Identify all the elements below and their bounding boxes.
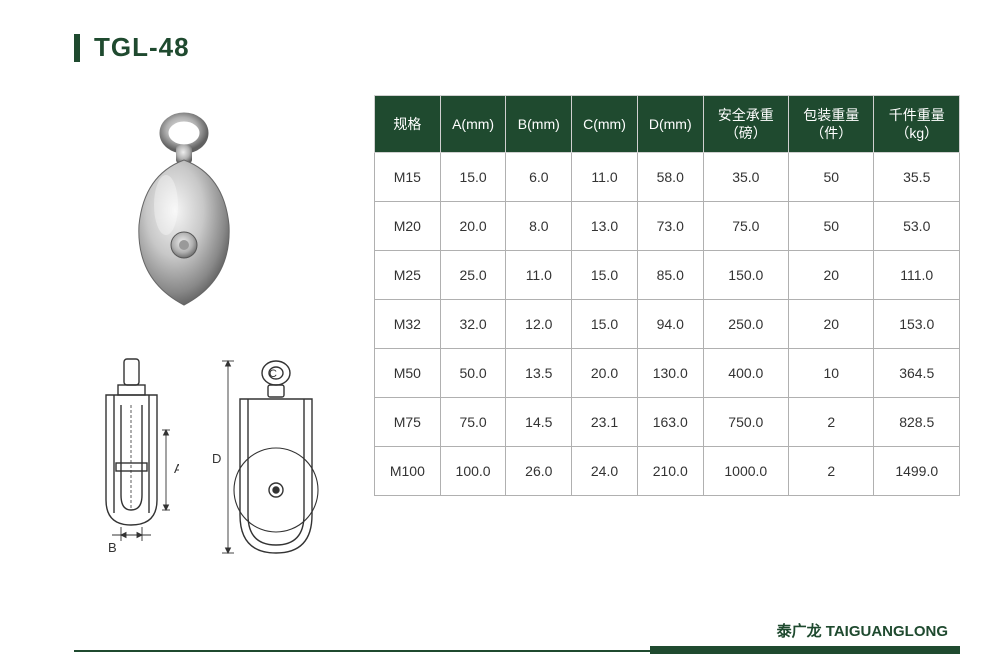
table-cell: M32 [375, 300, 441, 349]
table-cell: 13.5 [506, 349, 572, 398]
spec-table: 规格A(mm)B(mm)C(mm)D(mm)安全承重（磅）包装重量（件）千件重量… [374, 95, 960, 496]
table-cell: 163.0 [637, 398, 703, 447]
table-body: M1515.06.011.058.035.05035.5M2020.08.013… [375, 153, 960, 496]
table-cell: 11.0 [506, 251, 572, 300]
table-cell: 35.0 [703, 153, 788, 202]
table-cell: 13.0 [572, 202, 638, 251]
table-cell: 8.0 [506, 202, 572, 251]
table-cell: 14.5 [506, 398, 572, 447]
table-cell: 11.0 [572, 153, 638, 202]
dim-label-a: A [174, 461, 179, 476]
col-header: 安全承重（磅） [703, 96, 788, 153]
title-bar: TGL-48 [74, 32, 190, 63]
col-header: C(mm) [572, 96, 638, 153]
footer-brand: 泰广龙 TAIGUANGLONG [777, 620, 948, 641]
table-cell: 58.0 [637, 153, 703, 202]
table-row: M100100.026.024.0210.01000.021499.0 [375, 447, 960, 496]
table-cell: M20 [375, 202, 441, 251]
table-cell: M15 [375, 153, 441, 202]
table-cell: 210.0 [637, 447, 703, 496]
table-cell: 150.0 [703, 251, 788, 300]
table-cell: 153.0 [874, 300, 960, 349]
table-cell: M100 [375, 447, 441, 496]
table-cell: 94.0 [637, 300, 703, 349]
table-row: M1515.06.011.058.035.05035.5 [375, 153, 960, 202]
table-cell: 2 [789, 398, 874, 447]
table-cell: 1499.0 [874, 447, 960, 496]
col-header: 千件重量（kg） [874, 96, 960, 153]
table-cell: 50.0 [440, 349, 506, 398]
table-cell: 12.0 [506, 300, 572, 349]
table-cell: 50 [789, 153, 874, 202]
product-photo [94, 105, 274, 325]
table-cell: 100.0 [440, 447, 506, 496]
table-cell: 1000.0 [703, 447, 788, 496]
table-cell: 20 [789, 251, 874, 300]
dim-label-b: B [108, 540, 117, 555]
table-cell: 250.0 [703, 300, 788, 349]
col-header: 包装重量（件） [789, 96, 874, 153]
table-cell: 20.0 [440, 202, 506, 251]
footer-bar [0, 650, 1000, 653]
table-cell: 25.0 [440, 251, 506, 300]
table-row: M7575.014.523.1163.0750.02828.5 [375, 398, 960, 447]
footer-line [74, 650, 650, 653]
table-cell: M50 [375, 349, 441, 398]
table-cell: M75 [375, 398, 441, 447]
diagram-front-view: A B [84, 355, 179, 555]
table-cell: 15.0 [440, 153, 506, 202]
table-cell: 364.5 [874, 349, 960, 398]
product-title: TGL-48 [94, 32, 190, 63]
table-cell: 75.0 [440, 398, 506, 447]
title-accent [74, 34, 80, 62]
table-cell: 15.0 [572, 251, 638, 300]
table-cell: 53.0 [874, 202, 960, 251]
dim-label-c: C [269, 368, 277, 380]
table-cell: 35.5 [874, 153, 960, 202]
col-header: D(mm) [637, 96, 703, 153]
table-row: M2525.011.015.085.0150.020111.0 [375, 251, 960, 300]
table-cell: 24.0 [572, 447, 638, 496]
table-cell: 32.0 [440, 300, 506, 349]
diagram-side-view: C D [204, 355, 334, 575]
table-cell: 50 [789, 202, 874, 251]
table-cell: 111.0 [874, 251, 960, 300]
col-header: 规格 [375, 96, 441, 153]
table-column: 规格A(mm)B(mm)C(mm)D(mm)安全承重（磅）包装重量（件）千件重量… [374, 95, 960, 575]
image-column: A B [74, 95, 354, 575]
table-row: M3232.012.015.094.0250.020153.0 [375, 300, 960, 349]
table-row: M5050.013.520.0130.0400.010364.5 [375, 349, 960, 398]
table-cell: 6.0 [506, 153, 572, 202]
table-cell: 20.0 [572, 349, 638, 398]
technical-diagrams: A B [84, 355, 354, 575]
dim-label-d: D [212, 451, 221, 466]
table-cell: 15.0 [572, 300, 638, 349]
footer-block [650, 646, 960, 654]
table-cell: 26.0 [506, 447, 572, 496]
table-header: 规格A(mm)B(mm)C(mm)D(mm)安全承重（磅）包装重量（件）千件重量… [375, 96, 960, 153]
col-header: A(mm) [440, 96, 506, 153]
table-cell: 75.0 [703, 202, 788, 251]
table-cell: 400.0 [703, 349, 788, 398]
table-cell: 73.0 [637, 202, 703, 251]
table-cell: 130.0 [637, 349, 703, 398]
content-area: A B [74, 95, 960, 575]
table-cell: 10 [789, 349, 874, 398]
table-row: M2020.08.013.073.075.05053.0 [375, 202, 960, 251]
col-header: B(mm) [506, 96, 572, 153]
table-cell: M25 [375, 251, 441, 300]
table-cell: 85.0 [637, 251, 703, 300]
table-cell: 23.1 [572, 398, 638, 447]
table-cell: 750.0 [703, 398, 788, 447]
table-cell: 2 [789, 447, 874, 496]
table-cell: 20 [789, 300, 874, 349]
table-cell: 828.5 [874, 398, 960, 447]
